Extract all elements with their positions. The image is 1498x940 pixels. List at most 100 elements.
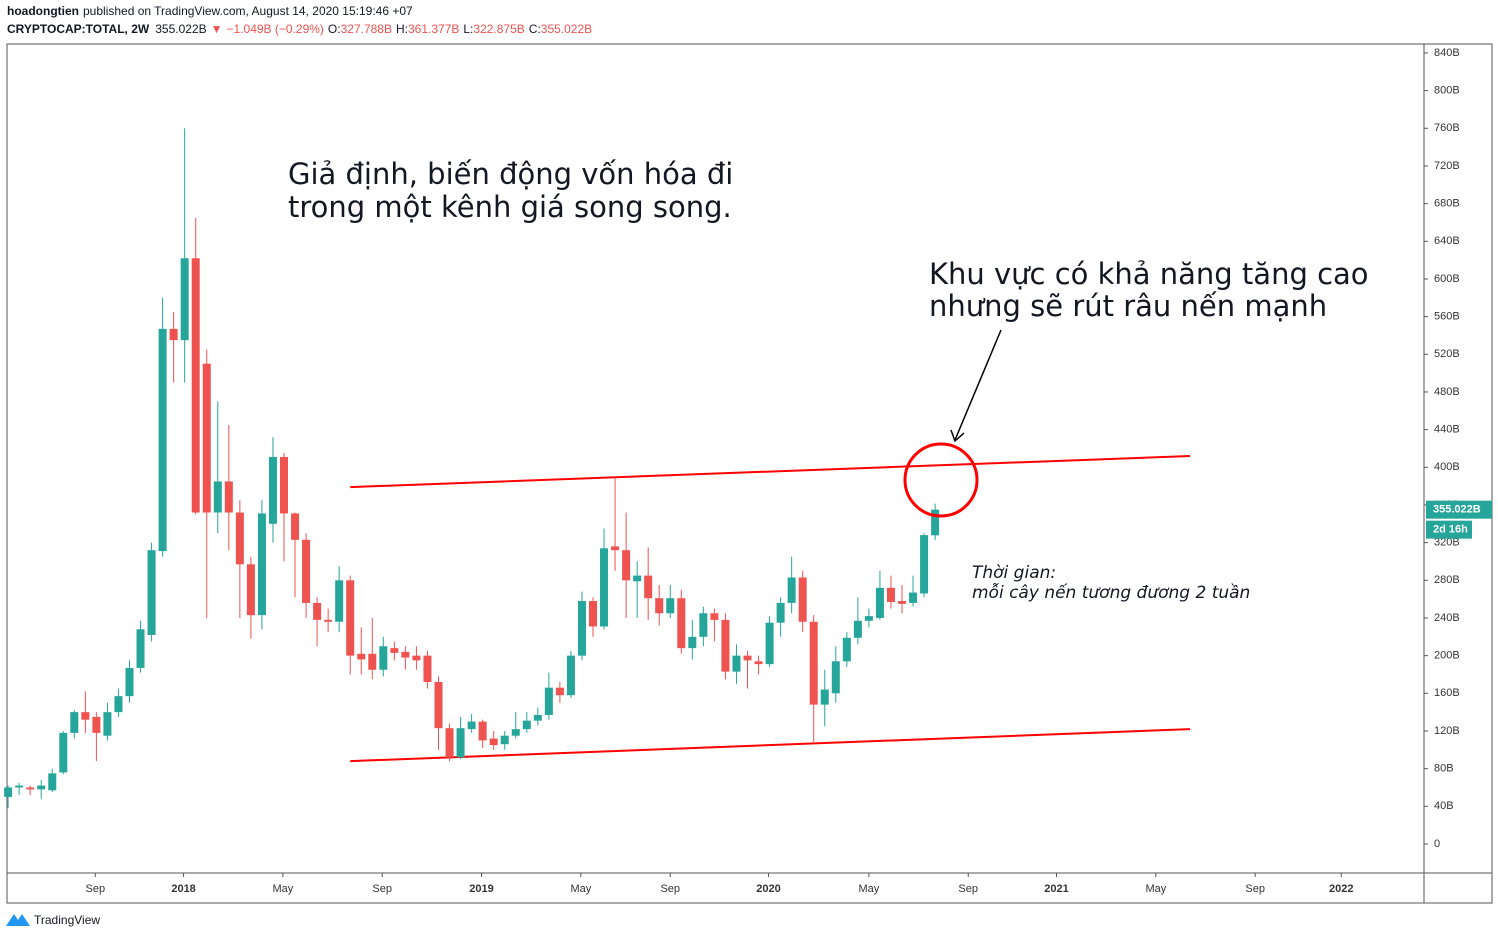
candle-body	[4, 787, 13, 797]
candle-body	[566, 655, 575, 696]
candle-body	[655, 598, 664, 614]
last-price-box	[1426, 500, 1492, 519]
y-tick-label: 760B	[1434, 122, 1460, 134]
y-tick-label: 80B	[1434, 763, 1454, 775]
y-tick-label: 840B	[1434, 47, 1460, 59]
candle-body	[732, 655, 741, 672]
candle-body	[81, 712, 90, 720]
annotation-main-1: Giả định, biến động vốn hóa đi	[288, 157, 733, 191]
candle-body	[478, 721, 487, 741]
candle-body	[699, 613, 708, 637]
candle-body	[688, 636, 697, 649]
candle-body	[59, 732, 68, 773]
candle-body	[103, 712, 112, 736]
candle-body	[931, 509, 940, 536]
candle-body	[864, 616, 873, 621]
y-tick-label: 440B	[1434, 424, 1460, 436]
header-line: hoadongtien published on TradingView.com,…	[7, 4, 413, 18]
candle-body	[246, 564, 255, 616]
candle-body	[842, 637, 851, 662]
countdown-box	[1426, 520, 1472, 539]
y-tick-label: 600B	[1434, 273, 1460, 285]
candle-body	[500, 735, 509, 745]
y-tick-label: 560B	[1434, 311, 1460, 323]
author: hoadongtien	[7, 4, 79, 18]
c: 355.022B	[541, 22, 592, 36]
footer-logo: TradingView	[6, 913, 100, 927]
change: −1.049B (−0.29%)	[227, 22, 324, 36]
y-tick-label: 120B	[1434, 725, 1460, 737]
candle-body	[125, 667, 134, 697]
candle-body	[268, 456, 277, 524]
candle-body	[401, 651, 410, 658]
highlight-circle	[903, 442, 979, 518]
candle-body	[191, 258, 200, 513]
y-tick-label: 200B	[1434, 650, 1460, 662]
x-tick-label: Sep	[372, 883, 392, 895]
candle-body	[622, 550, 631, 581]
x-tick-label: May	[1145, 883, 1166, 895]
candle-body	[48, 773, 57, 791]
candle-body	[379, 646, 388, 670]
channel-line	[350, 455, 1191, 489]
candle-body	[412, 655, 421, 661]
candle-body	[324, 619, 333, 622]
x-tick-label: Sep	[660, 883, 680, 895]
candle-body	[467, 721, 476, 730]
candle-body	[456, 728, 465, 758]
y-tick-label: 320B	[1434, 537, 1460, 549]
candle-body	[257, 513, 266, 616]
x-tick-label: 2019	[469, 883, 493, 895]
candle-body	[37, 785, 46, 790]
candle-body	[434, 682, 443, 729]
annotation-time-1: Thời gian:	[972, 563, 1056, 583]
candle-body	[158, 328, 167, 552]
candle-body	[666, 598, 675, 614]
y-tick-label: 160B	[1434, 687, 1460, 699]
candle-body	[743, 655, 752, 661]
y-tick-label: 640B	[1434, 235, 1460, 247]
h-label: H:	[396, 22, 408, 36]
candle-body	[853, 620, 862, 638]
candle-body	[235, 512, 244, 565]
y-tick-label: 520B	[1434, 348, 1460, 360]
y-tick-label: 680B	[1434, 198, 1460, 210]
x-tick-label: 2022	[1329, 883, 1353, 895]
candle-body	[600, 548, 609, 627]
candle-body	[180, 258, 189, 341]
candle-body	[886, 587, 895, 602]
x-tick-label: Sep	[958, 883, 978, 895]
candle-body	[335, 580, 344, 622]
candle-body	[279, 456, 288, 514]
candle-body	[70, 712, 79, 733]
candle-body	[589, 601, 598, 627]
candle-body	[809, 621, 818, 705]
y-tick-label: 0	[1434, 838, 1440, 850]
candle-body	[787, 577, 796, 603]
y-tick-label: 280B	[1434, 574, 1460, 586]
symbol: CRYPTOCAP:TOTAL, 2W	[7, 22, 150, 36]
y-tick-label: 720B	[1434, 160, 1460, 172]
candle-body	[909, 592, 918, 603]
candle-body	[611, 546, 620, 551]
chart-frame	[6, 43, 1493, 904]
candle-body	[633, 575, 642, 582]
last-price-label: 355.022B	[1433, 504, 1481, 516]
candle-body	[898, 601, 907, 604]
candle-body	[213, 481, 222, 513]
o: 327.788B	[341, 22, 392, 36]
candle-body	[114, 696, 123, 713]
candle-body	[710, 613, 719, 620]
candle-body	[15, 785, 24, 788]
candle-body	[798, 577, 807, 622]
annotation-zone-2: nhưng sẽ rút râu nến mạnh	[929, 289, 1327, 323]
y-tick-label: 480B	[1434, 386, 1460, 398]
candle-body	[511, 729, 520, 736]
candle-body	[313, 602, 322, 620]
channel-line	[350, 728, 1191, 763]
candle-body	[875, 587, 884, 618]
candle-body	[169, 328, 178, 341]
x-tick-label: 2018	[171, 883, 195, 895]
arrow-line	[954, 329, 1002, 441]
